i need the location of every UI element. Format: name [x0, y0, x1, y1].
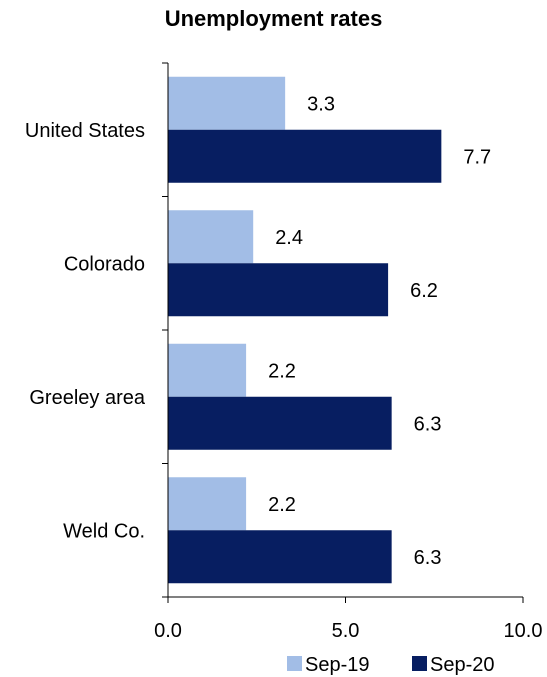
- data-label: 6.3: [414, 413, 442, 435]
- data-label: 6.2: [410, 280, 438, 302]
- bar-sep-19-greeley-area: [168, 343, 247, 397]
- legend: Sep-19 Sep-20: [287, 654, 495, 676]
- bar-sep-19-weld-co-: [168, 477, 247, 531]
- bar-sep-20-greeley-area: [168, 396, 392, 450]
- axis-layer: 0.0 5.0 10.0: [154, 62, 543, 642]
- category-label: Greeley area: [29, 387, 145, 409]
- chart-title: Unemployment rates: [164, 6, 383, 31]
- bar-sep-20-united-states: [168, 129, 442, 183]
- category-label: Weld Co.: [63, 520, 145, 542]
- bar-sep-20-weld-co-: [168, 530, 392, 584]
- legend-label-sep-19: Sep-19: [305, 654, 370, 676]
- bar-sep-19-colorado: [168, 210, 254, 264]
- x-tick-label: 0.0: [154, 620, 182, 642]
- labels-layer: 3.3 7.7 United States 2.4 6.2 Colorado 2.2 6.3 G…: [25, 93, 491, 569]
- data-label: 6.3: [414, 547, 442, 569]
- category-label: United States: [25, 120, 145, 142]
- category-label: Colorado: [64, 253, 145, 275]
- legend-swatch-sep-19: [287, 656, 302, 671]
- bar-sep-19-united-states: [168, 76, 286, 130]
- x-tick-label: 5.0: [332, 620, 360, 642]
- data-label: 7.7: [463, 146, 491, 168]
- data-label: 2.4: [275, 227, 303, 249]
- legend-swatch-sep-20: [412, 656, 427, 671]
- bars-layer: [168, 76, 442, 584]
- data-label: 2.2: [268, 360, 296, 382]
- bar-sep-20-colorado: [168, 263, 389, 317]
- data-label: 3.3: [307, 93, 335, 115]
- x-tick-label: 10.0: [504, 620, 543, 642]
- data-label: 2.2: [268, 494, 296, 516]
- legend-label-sep-20: Sep-20: [430, 654, 495, 676]
